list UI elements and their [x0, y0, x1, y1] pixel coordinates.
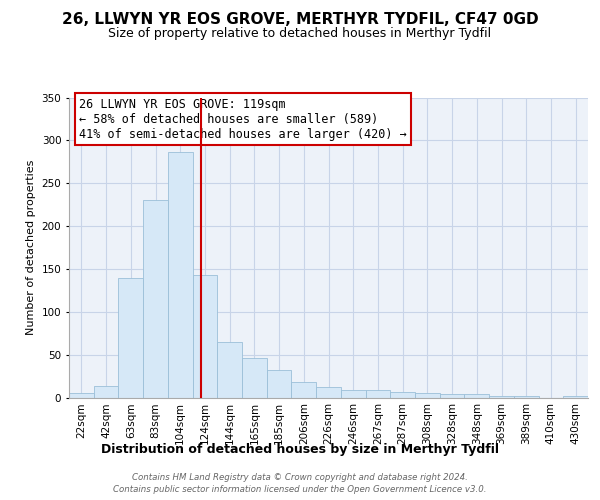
Bar — [390, 392, 415, 398]
Bar — [415, 393, 440, 398]
Bar — [94, 386, 118, 398]
Bar — [193, 275, 217, 398]
Bar — [217, 342, 242, 398]
Text: Contains public sector information licensed under the Open Government Licence v3: Contains public sector information licen… — [113, 485, 487, 494]
Text: 26 LLWYN YR EOS GROVE: 119sqm
← 58% of detached houses are smaller (589)
41% of : 26 LLWYN YR EOS GROVE: 119sqm ← 58% of d… — [79, 98, 407, 140]
Bar — [118, 278, 143, 398]
Y-axis label: Number of detached properties: Number of detached properties — [26, 160, 36, 335]
Bar — [464, 394, 489, 398]
Bar — [242, 358, 267, 398]
Bar — [69, 393, 94, 398]
Bar — [316, 387, 341, 398]
Bar — [514, 396, 539, 398]
Bar — [341, 390, 365, 398]
Bar — [489, 396, 514, 398]
Text: Contains HM Land Registry data © Crown copyright and database right 2024.: Contains HM Land Registry data © Crown c… — [132, 472, 468, 482]
Bar — [267, 370, 292, 398]
Text: 26, LLWYN YR EOS GROVE, MERTHYR TYDFIL, CF47 0GD: 26, LLWYN YR EOS GROVE, MERTHYR TYDFIL, … — [62, 12, 538, 28]
Bar — [563, 396, 588, 398]
Bar — [143, 200, 168, 398]
Bar — [365, 390, 390, 398]
Bar — [440, 394, 464, 398]
Bar — [168, 152, 193, 398]
Text: Size of property relative to detached houses in Merthyr Tydfil: Size of property relative to detached ho… — [109, 28, 491, 40]
Bar — [292, 382, 316, 398]
Text: Distribution of detached houses by size in Merthyr Tydfil: Distribution of detached houses by size … — [101, 442, 499, 456]
